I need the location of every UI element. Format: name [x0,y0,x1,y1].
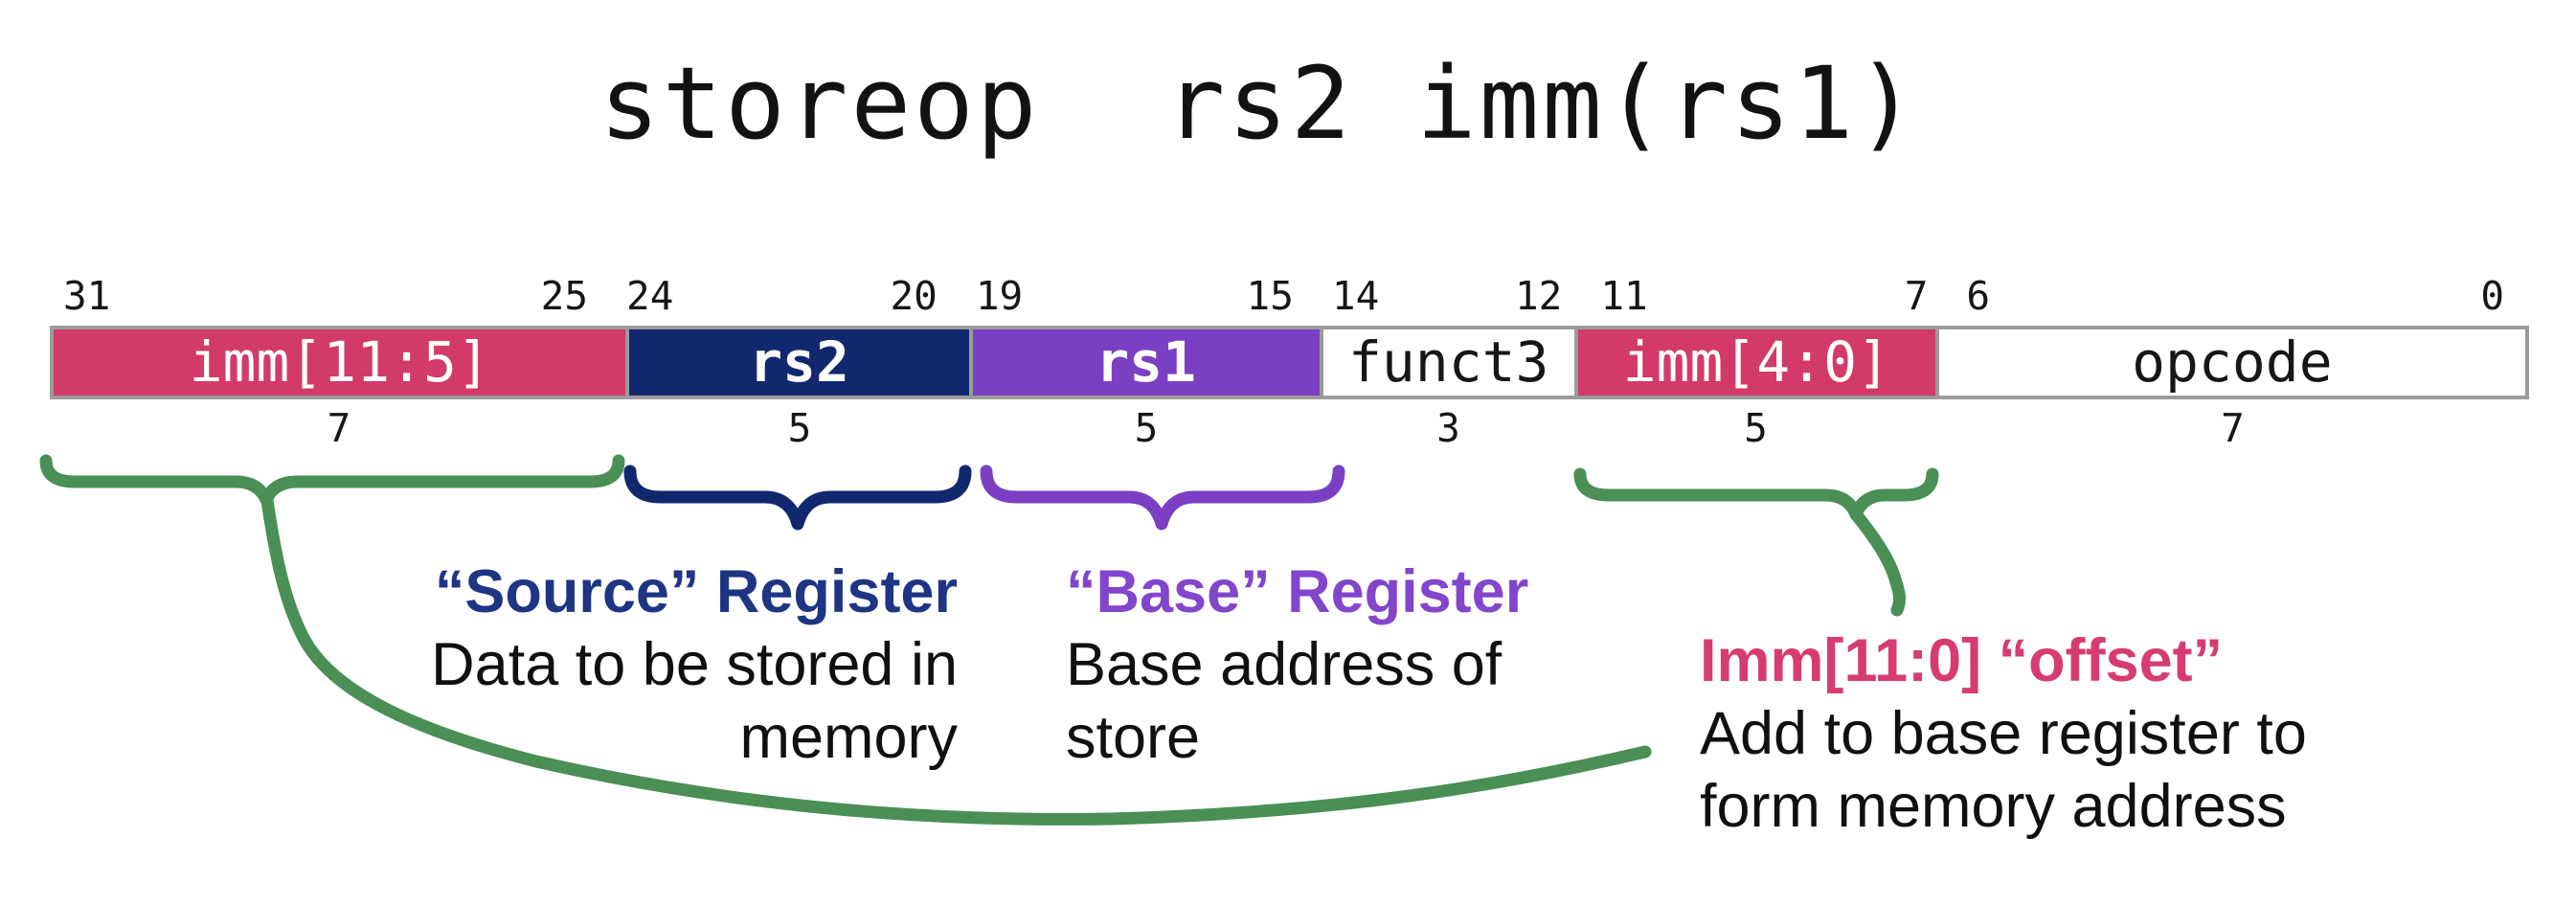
bit-range-rs1: 19 15 [962,274,1319,318]
base-register-line2: store [1066,704,1201,771]
bit-hi: 11 [1600,273,1648,319]
field-imm-hi: imm[11:5] [54,329,626,396]
field-opcode: opcode [1934,329,2526,396]
field-rs1: rs1 [968,329,1320,396]
width-rs2: 5 [787,405,812,451]
base-register-heading: “Base” Register [1066,558,1529,625]
brace-rs2 [623,464,972,531]
annotation-base-register: “Base” Register Base address of store [1066,555,1679,774]
bit-lo: 7 [1904,273,1929,319]
imm-offset-line1: Add to base register to [1700,700,2307,767]
imm-offset-line2: form memory address [1700,773,2287,840]
bit-lo: 25 [540,273,589,319]
source-register-line2: memory [739,704,958,771]
bit-number-row: 31 25 24 20 19 15 14 12 11 7 6 0 [50,274,2529,318]
field-funct3: funct3 [1319,329,1574,396]
bit-hi: 19 [975,273,1024,319]
annotation-imm-offset: Imm[11:0] “offset” Add to base register … [1700,624,2428,843]
annotation-source-register: “Source” Register Data to be stored in m… [364,555,958,774]
bit-hi: 24 [626,273,674,319]
bit-lo: 20 [890,273,938,319]
width-imm-lo: 5 [1744,405,1768,451]
bit-range-rs2: 24 20 [613,274,962,318]
imm-offset-heading: Imm[11:0] “offset” [1700,627,2224,694]
bit-hi: 6 [1966,273,1991,319]
bit-range-imm-hi: 31 25 [50,274,613,318]
base-register-line1: Base address of [1066,631,1503,698]
instruction-fields: imm[11:5] rs2 rs1 funct3 imm[4:0] opcode [50,326,2529,399]
bit-range-funct3: 14 12 [1319,274,1587,318]
source-register-line1: Data to be stored in [431,631,958,698]
field-rs2: rs2 [625,329,969,396]
page-title: storeop rs2 imm(rs1) [599,45,1919,162]
width-imm-hi: 7 [327,405,351,451]
brace-rs1 [980,464,1345,531]
bit-lo: 0 [2480,273,2505,319]
source-register-heading: “Source” Register [434,558,958,625]
bit-range-opcode: 6 0 [1953,274,2529,318]
field-imm-lo: imm[4:0] [1573,329,1935,396]
bit-hi: 14 [1331,273,1380,319]
bit-lo: 12 [1514,273,1563,319]
bit-range-imm-lo: 11 7 [1587,274,1953,318]
width-funct3: 3 [1436,405,1460,451]
bit-width-row: 7 5 5 3 5 7 [50,406,2529,450]
bit-lo: 15 [1246,273,1294,319]
imm-lo-brace-tail [1849,508,1906,617]
brace-imm-hi [39,454,625,507]
bit-hi: 31 [63,273,111,319]
brace-imm-lo [1573,467,1939,521]
width-rs1: 5 [1134,405,1159,451]
width-opcode: 7 [2221,405,2245,451]
